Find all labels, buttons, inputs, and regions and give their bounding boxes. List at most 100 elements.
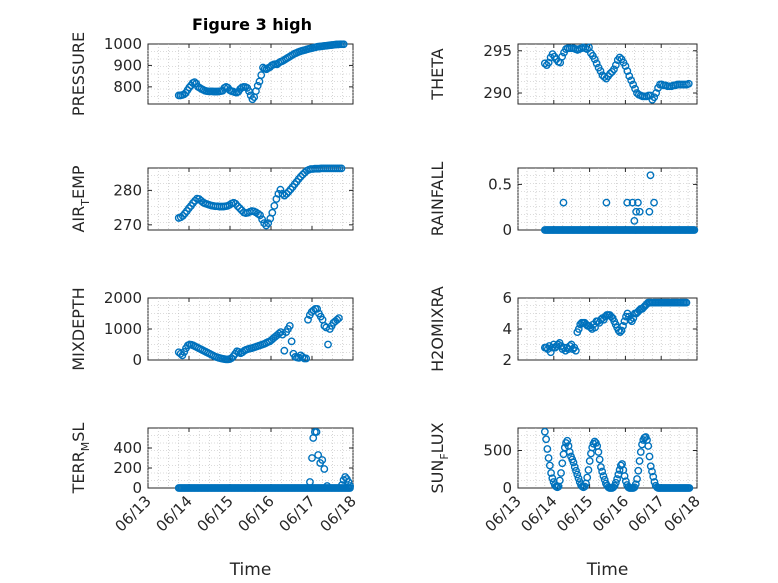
data-point xyxy=(583,45,591,53)
y-tick-label: 0.5 xyxy=(488,175,512,193)
data-point xyxy=(346,482,355,490)
x-tick-label: 06/18 xyxy=(317,492,360,535)
y-axis-label: THETA xyxy=(428,48,447,100)
data-point xyxy=(599,472,608,480)
data-point xyxy=(625,72,634,81)
data-point xyxy=(606,69,614,78)
data-point xyxy=(635,457,644,465)
data-point xyxy=(560,443,569,452)
x-tick-label: 06/18 xyxy=(661,492,704,535)
x-tick-label: 06/13 xyxy=(482,492,525,535)
data-point xyxy=(543,445,552,453)
data-point xyxy=(558,459,567,468)
data-point xyxy=(645,207,654,216)
data-point xyxy=(180,348,189,356)
x-tick-label: 06/15 xyxy=(194,492,237,535)
data-point xyxy=(597,463,605,471)
data-point xyxy=(570,463,579,471)
y-axis-label: H2OMIXRA xyxy=(428,286,447,372)
data-point xyxy=(547,469,555,477)
data-point xyxy=(545,461,554,470)
data-point xyxy=(571,346,580,355)
data-point xyxy=(690,226,699,234)
data-point xyxy=(629,80,638,89)
data-point xyxy=(335,314,343,323)
y-axis-label: MIXDEPTH xyxy=(69,287,88,370)
data-point xyxy=(296,172,305,181)
y-tick-label: 0 xyxy=(502,221,512,239)
data-point xyxy=(684,79,693,88)
y-axis-label: PRESSURE xyxy=(69,32,88,116)
data-point xyxy=(233,202,242,211)
data-point xyxy=(646,462,655,471)
data-point xyxy=(270,201,279,210)
data-point xyxy=(248,95,257,104)
x-axis-label: Time xyxy=(229,560,272,580)
data-point xyxy=(644,442,653,450)
data-point xyxy=(650,93,659,102)
data-point xyxy=(602,198,611,207)
figure-title: Figure 3 high xyxy=(192,15,312,34)
y-tick-label: 900 xyxy=(113,56,142,74)
data-point xyxy=(634,198,642,207)
data-point xyxy=(632,207,641,216)
y-tick-label: 280 xyxy=(113,181,142,199)
data-point xyxy=(308,454,316,462)
x-tick-label: 06/13 xyxy=(112,492,155,535)
y-tick-label: 200 xyxy=(113,459,142,477)
data-point xyxy=(627,76,636,85)
data-point xyxy=(583,473,592,482)
data-point xyxy=(634,466,643,475)
data-point xyxy=(635,207,644,216)
data-point xyxy=(306,478,314,486)
y-tick-label: 0 xyxy=(502,479,512,497)
y-tick-label: 500 xyxy=(483,442,512,460)
data-point xyxy=(559,198,568,207)
data-point xyxy=(572,466,580,475)
y-axis-label: SUNFLUX xyxy=(428,422,451,493)
x-axis-label: Time xyxy=(586,560,629,580)
x-tick-label: 06/15 xyxy=(553,492,596,535)
data-point xyxy=(339,40,348,49)
data-point xyxy=(610,65,618,74)
y-tick-label: 295 xyxy=(483,42,512,60)
y-tick-label: 1000 xyxy=(104,35,142,53)
data-point xyxy=(596,67,605,75)
data-point xyxy=(282,189,291,198)
panel-h2omixra: 2 4 6 H2OMIXRA xyxy=(428,286,698,372)
data-point xyxy=(304,315,312,324)
panel-pressure: 800 900 1000 PRESSURE xyxy=(69,32,354,116)
data-point xyxy=(253,81,262,90)
y-axis-label: RAINFALL xyxy=(428,162,447,237)
data-point xyxy=(649,472,658,481)
data-point xyxy=(617,326,626,335)
data-point xyxy=(268,208,277,217)
data-point xyxy=(264,219,273,228)
data-point xyxy=(313,304,322,313)
y-tick-label: 400 xyxy=(113,439,142,457)
data-point xyxy=(276,185,285,194)
x-tick-label: 06/14 xyxy=(153,492,196,535)
data-point xyxy=(280,346,289,355)
data-point xyxy=(544,454,553,462)
data-point xyxy=(620,472,629,480)
data-point xyxy=(648,467,656,476)
data-point xyxy=(682,298,691,307)
data-point xyxy=(615,53,624,62)
data-point xyxy=(320,465,329,473)
data-point xyxy=(569,458,578,467)
panel-mixdepth: 0 1000 2000 MIXDEPTH xyxy=(69,287,354,371)
x-tick-label: 06/17 xyxy=(625,492,668,535)
data-point xyxy=(563,436,572,445)
data-point xyxy=(631,480,640,489)
data-point xyxy=(323,482,332,490)
data-point xyxy=(619,321,627,330)
data-point xyxy=(337,164,346,173)
data-point xyxy=(540,427,549,436)
y-tick-label: 2 xyxy=(502,351,512,369)
y-tick-label: 0 xyxy=(132,479,142,497)
data-point xyxy=(590,55,599,64)
data-point xyxy=(600,73,609,81)
